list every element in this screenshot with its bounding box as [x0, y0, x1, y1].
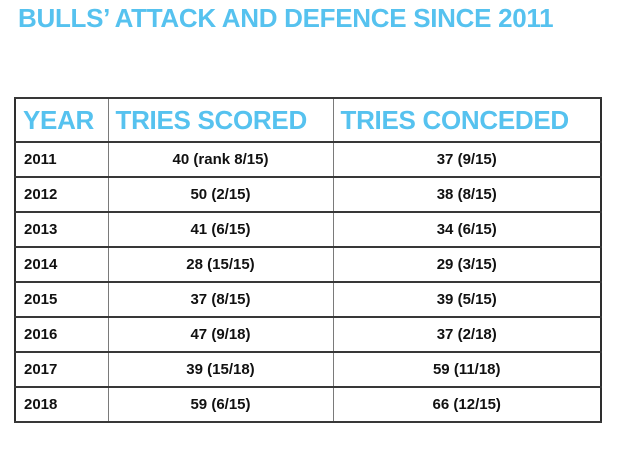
- table-row: 2018 59 (6/15) 66 (12/15): [14, 387, 602, 422]
- tries-scored-cell: 39 (15/18): [107, 352, 334, 387]
- column-header-tries-conceded: TRIES CONCEDED: [332, 98, 602, 142]
- tries-scored-cell: 59 (6/15): [107, 387, 334, 422]
- table-row: 2013 41 (6/15) 34 (6/15): [14, 212, 602, 247]
- table-row: 2011 40 (rank 8/15) 37 (9/15): [14, 142, 602, 177]
- table-row: 2014 28 (15/15) 29 (3/15): [14, 247, 602, 282]
- tries-conceded-cell: 38 (8/15): [332, 177, 602, 212]
- table-row: 2016 47 (9/18) 37 (2/18): [14, 317, 602, 352]
- column-header-year: YEAR: [14, 98, 109, 142]
- year-cell: 2011: [14, 142, 109, 177]
- year-cell: 2012: [14, 177, 109, 212]
- tries-scored-cell: 50 (2/15): [107, 177, 334, 212]
- tries-conceded-cell: 37 (2/18): [332, 317, 602, 352]
- year-cell: 2013: [14, 212, 109, 247]
- tries-scored-cell: 37 (8/15): [107, 282, 334, 317]
- column-header-tries-scored: TRIES SCORED: [107, 98, 334, 142]
- table-row: 2017 39 (15/18) 59 (11/18): [14, 352, 602, 387]
- tries-scored-cell: 41 (6/15): [107, 212, 334, 247]
- header-row: YEAR TRIES SCORED TRIES CONCEDED: [14, 98, 602, 142]
- tries-scored-cell: 28 (15/15): [107, 247, 334, 282]
- tries-scored-cell: 47 (9/18): [107, 317, 334, 352]
- table-row: 2012 50 (2/15) 38 (8/15): [14, 177, 602, 212]
- tries-conceded-cell: 59 (11/18): [332, 352, 602, 387]
- tries-scored-cell: 40 (rank 8/15): [107, 142, 334, 177]
- year-cell: 2018: [14, 387, 109, 422]
- stats-table: YEAR TRIES SCORED TRIES CONCEDED 2011 40…: [14, 97, 602, 423]
- year-cell: 2016: [14, 317, 109, 352]
- tries-conceded-cell: 34 (6/15): [332, 212, 602, 247]
- tries-conceded-cell: 29 (3/15): [332, 247, 602, 282]
- page-title: BULLS’ ATTACK AND DEFENCE SINCE 2011: [18, 3, 554, 33]
- year-cell: 2017: [14, 352, 109, 387]
- year-cell: 2014: [14, 247, 109, 282]
- tries-conceded-cell: 39 (5/15): [332, 282, 602, 317]
- year-cell: 2015: [14, 282, 109, 317]
- tries-conceded-cell: 66 (12/15): [332, 387, 602, 422]
- tries-conceded-cell: 37 (9/15): [332, 142, 602, 177]
- table-row: 2015 37 (8/15) 39 (5/15): [14, 282, 602, 317]
